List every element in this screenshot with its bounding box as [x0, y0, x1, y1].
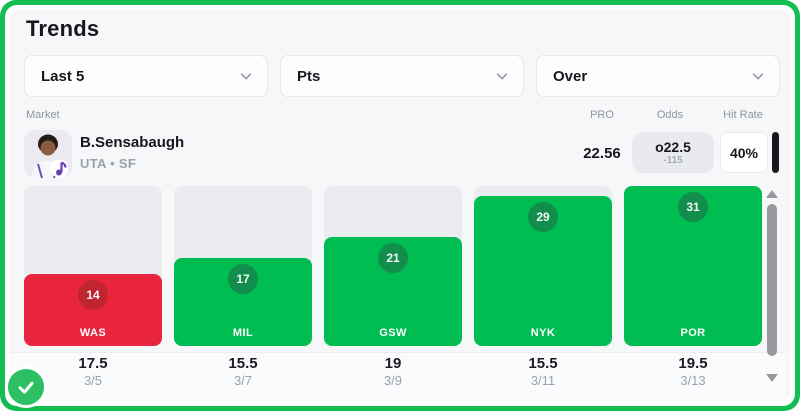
- filter-range-value: Last 5: [41, 67, 85, 85]
- scroll-down-arrow-icon[interactable]: [766, 374, 778, 382]
- opponent-label: POR: [680, 327, 706, 339]
- game-date: 3/11: [530, 373, 556, 388]
- game-column: 17 MIL 15.5 3/7: [174, 186, 312, 388]
- player-name: B.Sensabaugh: [80, 134, 185, 151]
- check-badge[interactable]: [5, 366, 47, 408]
- player-team-position: UTA • SF: [80, 156, 137, 171]
- game-bar[interactable]: 31 POR: [624, 186, 762, 346]
- filter-direction-value: Over: [553, 67, 588, 85]
- bar-track: 29 NYK: [474, 186, 612, 346]
- chart-footer-strip: [10, 352, 786, 400]
- opponent-label: NYK: [530, 327, 556, 339]
- chevron-down-icon: [752, 73, 764, 80]
- filter-stat-value: Pts: [297, 67, 321, 85]
- game-bar[interactable]: 14 WAS: [24, 274, 162, 346]
- bar-track: 21 GSW: [324, 186, 462, 346]
- prop-line-value: 19: [384, 355, 402, 372]
- game-date: 3/9: [383, 373, 403, 388]
- chart-scrollbar: [764, 186, 780, 400]
- prop-line-value: 15.5: [228, 355, 258, 372]
- odds-button[interactable]: o22.5 -115: [632, 132, 714, 173]
- prop-line-value: 19.5: [678, 355, 708, 372]
- game-bar[interactable]: 17 MIL: [174, 258, 312, 346]
- prop-line-value: 17.5: [78, 355, 108, 372]
- bar-track: 14 WAS: [24, 186, 162, 346]
- opponent-label: MIL: [232, 327, 254, 339]
- filter-dropdown-stat[interactable]: Pts: [280, 55, 524, 97]
- filter-dropdown-direction[interactable]: Over: [536, 55, 780, 97]
- player-avatar: [24, 130, 72, 178]
- game-date: 3/5: [83, 373, 103, 388]
- games-bar-chart: 14 WAS 17.5 3/5 17 MIL 15.5 3/7 21 G: [24, 186, 762, 388]
- bar-track: 31 POR: [624, 186, 762, 346]
- checkmark-icon: [18, 381, 34, 394]
- points-badge: 17: [228, 264, 258, 294]
- filter-dropdown-range[interactable]: Last 5: [24, 55, 268, 97]
- page-title: Trends: [26, 16, 100, 41]
- game-column: 14 WAS 17.5 3/5: [24, 186, 162, 388]
- opponent-label: GSW: [379, 327, 407, 339]
- hit-rate-value: 40%: [720, 132, 768, 173]
- scroll-up-arrow-icon[interactable]: [766, 190, 778, 198]
- game-column: 21 GSW 19 3/9: [324, 186, 462, 388]
- opponent-label: WAS: [79, 327, 107, 339]
- odds-price-value: -115: [663, 154, 683, 166]
- game-date: 3/13: [680, 373, 706, 388]
- market-column-label: Market: [26, 109, 60, 121]
- hit-rate-column-label: Hit Rate: [723, 109, 763, 121]
- points-badge: 14: [78, 280, 108, 310]
- odds-line-value: o22.5: [655, 138, 691, 155]
- prop-line-value: 15.5: [528, 355, 558, 372]
- bar-track: 17 MIL: [174, 186, 312, 346]
- game-date: 3/7: [233, 373, 253, 388]
- points-badge: 29: [528, 201, 558, 232]
- game-bar[interactable]: 29 NYK: [474, 195, 612, 346]
- list-scrollbar-thumb[interactable]: [772, 132, 779, 173]
- chevron-down-icon: [240, 73, 252, 80]
- game-column: 31 POR 19.5 3/13: [624, 186, 762, 388]
- game-column: 29 NYK 15.5 3/11: [474, 186, 612, 388]
- points-badge: 31: [678, 192, 708, 222]
- odds-column-label: Odds: [656, 109, 684, 121]
- pro-column-label: PRO: [590, 109, 614, 121]
- player-row[interactable]: B.Sensabaugh UTA • SF 22.56 o22.5 -115 4…: [0, 128, 800, 180]
- scrollbar-thumb[interactable]: [767, 204, 777, 356]
- game-bar[interactable]: 21 GSW: [324, 237, 462, 346]
- points-badge: 21: [378, 243, 408, 274]
- pro-projection-value: 22.56: [583, 145, 621, 162]
- chevron-down-icon: [496, 73, 508, 80]
